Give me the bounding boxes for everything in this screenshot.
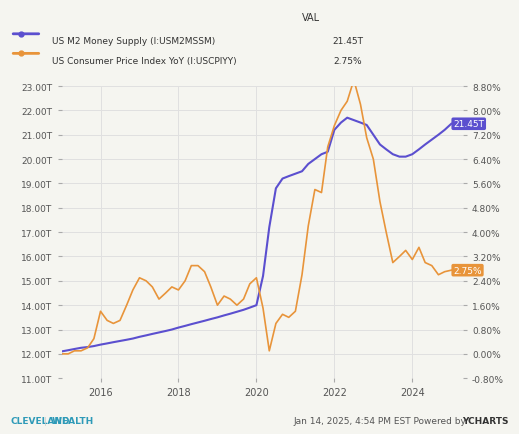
Text: WEALTH: WEALTH bbox=[49, 416, 93, 425]
Text: VAL: VAL bbox=[303, 13, 320, 23]
Text: CLEVELAND: CLEVELAND bbox=[10, 416, 70, 425]
Text: 2.75%: 2.75% bbox=[453, 266, 482, 275]
Text: US M2 Money Supply (I:USM2MSSM): US M2 Money Supply (I:USM2MSSM) bbox=[52, 37, 215, 46]
Text: US Consumer Price Index YoY (I:USCPIYY): US Consumer Price Index YoY (I:USCPIYY) bbox=[52, 56, 237, 66]
Text: |: | bbox=[44, 416, 47, 425]
Text: Jan 14, 2025, 4:54 PM EST Powered by: Jan 14, 2025, 4:54 PM EST Powered by bbox=[294, 416, 470, 425]
Text: 21.45T: 21.45T bbox=[332, 37, 363, 46]
Text: YCHARTS: YCHARTS bbox=[462, 416, 509, 425]
Text: 2.75%: 2.75% bbox=[333, 56, 362, 66]
Text: 21.45T: 21.45T bbox=[453, 120, 484, 129]
